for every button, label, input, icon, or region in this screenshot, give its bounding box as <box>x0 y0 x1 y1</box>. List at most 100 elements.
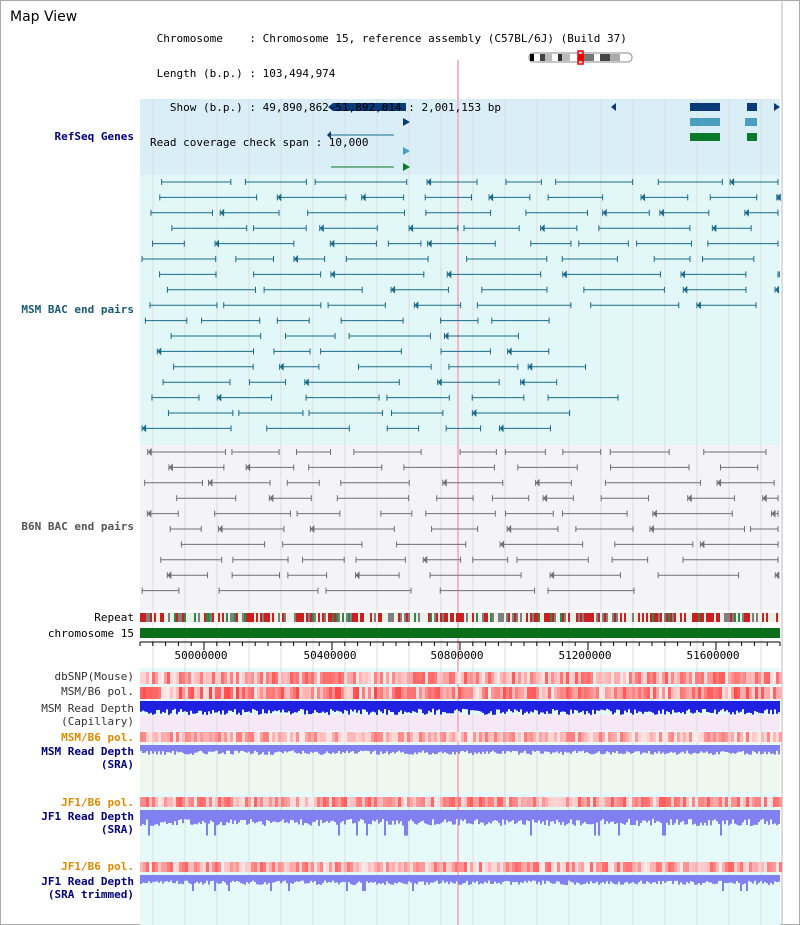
read-depth-bar <box>576 745 578 754</box>
polymorphism-cell <box>446 797 449 807</box>
msm-bac-arrow <box>712 224 717 233</box>
read-depth-bar <box>166 810 168 825</box>
track-label-msm-b6-pol-2[interactable]: MSM/B6 pol. <box>61 731 134 744</box>
read-depth-bar <box>608 701 610 710</box>
read-depth-bar <box>496 745 498 754</box>
track-label-repeat[interactable]: Repeat <box>94 611 134 624</box>
polymorphism-cell <box>755 687 758 699</box>
msm-bac-arrow <box>279 362 284 371</box>
read-depth-bar <box>706 701 708 712</box>
track-label-msm-depth-sra[interactable]: MSM Read Depth <box>41 745 134 758</box>
read-depth-bar <box>676 745 678 755</box>
read-depth-bar <box>764 745 766 752</box>
read-depth-bar <box>252 745 254 754</box>
read-depth-bar <box>256 745 258 753</box>
read-depth-bar <box>226 745 228 751</box>
track-label-msm-bac[interactable]: MSM BAC end pairs <box>21 303 134 316</box>
read-depth-bar <box>264 701 266 714</box>
polymorphism-cell <box>611 672 614 684</box>
polymorphism-cell <box>299 687 302 699</box>
polymorphism-cell <box>653 672 656 684</box>
read-depth-bar <box>306 701 308 711</box>
repeat-segment <box>576 613 578 622</box>
polymorphism-cell <box>194 862 197 872</box>
polymorphism-cell <box>563 862 566 872</box>
track-label-jf1-depth-trimmed[interactable]: JF1 Read Depth <box>41 875 134 888</box>
read-depth-bar <box>348 810 350 820</box>
polymorphism-cell <box>545 862 548 872</box>
polymorphism-cell <box>344 687 347 699</box>
read-depth-bar <box>594 745 596 754</box>
repeat-segment <box>406 613 408 622</box>
polymorphism-cell <box>476 687 479 699</box>
polymorphism-cell <box>485 672 488 684</box>
read-depth-bar <box>524 745 526 751</box>
track-label-refseq[interactable]: RefSeq Genes <box>54 130 134 143</box>
read-depth-bar <box>200 875 202 883</box>
read-depth-bar <box>280 875 282 884</box>
polymorphism-cell <box>629 672 632 684</box>
repeat-segment <box>550 613 552 622</box>
read-depth-bar <box>708 875 710 883</box>
repeat-segment <box>720 613 722 622</box>
read-depth-bar <box>318 810 320 826</box>
read-depth-bar <box>400 810 402 822</box>
polymorphism-cell <box>503 687 506 699</box>
track-label-chromosome[interactable]: chromosome 15 <box>47 627 134 640</box>
track-label-b6n-bac[interactable]: B6N BAC end pairs <box>21 520 134 533</box>
polymorphism-cell <box>455 672 458 684</box>
track-label-jf1-pol-2[interactable]: JF1/B6 pol. <box>61 860 134 873</box>
track-label-msm-depth-capillary[interactable]: MSM Read Depth <box>41 702 134 715</box>
read-depth-bar <box>192 875 194 891</box>
read-depth-bar <box>454 701 456 711</box>
polymorphism-cell <box>722 732 725 742</box>
read-depth-bar <box>434 810 436 825</box>
read-depth-bar <box>328 810 330 823</box>
polymorphism-cell <box>197 672 200 684</box>
polymorphism-cell <box>209 797 212 807</box>
polymorphism-cell <box>413 672 416 684</box>
polymorphism-cell <box>587 797 590 807</box>
polymorphism-cell <box>392 672 395 684</box>
track-label-dbsnp[interactable]: dbSNP(Mouse) <box>54 670 134 683</box>
read-depth-bar <box>750 810 752 826</box>
read-depth-bar <box>472 875 474 882</box>
repeat-segment <box>506 613 508 622</box>
read-depth-bar <box>672 810 674 826</box>
gene-arrow <box>774 103 780 111</box>
polymorphism-cell <box>749 672 752 684</box>
repeat-segment <box>618 613 620 622</box>
read-depth-bar <box>246 875 248 883</box>
polymorphism-cell <box>707 862 710 872</box>
polymorphism-cell <box>542 732 545 742</box>
polymorphism-cell <box>626 862 629 872</box>
polymorphism-cell <box>416 672 419 684</box>
read-depth-bar <box>466 745 468 751</box>
read-depth-bar <box>730 701 732 715</box>
read-depth-bar <box>436 701 438 711</box>
polymorphism-cell <box>611 862 614 872</box>
track-label-jf1-depth-sra[interactable]: JF1 Read Depth <box>41 810 134 823</box>
polymorphism-cell <box>635 732 638 742</box>
b6n-bac-arrow <box>700 540 705 549</box>
read-depth-bar <box>444 745 446 753</box>
polymorphism-cell <box>548 687 551 699</box>
polymorphism-cell <box>293 687 296 699</box>
read-depth-bar <box>264 875 266 882</box>
read-depth-bar <box>240 875 242 884</box>
read-depth-bar <box>268 745 270 752</box>
read-depth-bar <box>236 745 238 751</box>
polymorphism-cell <box>314 732 317 742</box>
track-label-msm-b6-pol[interactable]: MSM/B6 pol. <box>61 685 134 698</box>
polymorphism-cell <box>164 732 167 742</box>
read-depth-bar <box>616 875 618 885</box>
read-depth-bar <box>378 875 380 884</box>
read-depth-bar <box>430 810 432 826</box>
polymorphism-cell <box>407 797 410 807</box>
track-label-jf1-pol[interactable]: JF1/B6 pol. <box>61 796 134 809</box>
read-depth-bar <box>214 701 216 713</box>
polymorphism-cell <box>458 862 461 872</box>
read-depth-bar <box>548 875 550 882</box>
read-depth-bar <box>594 810 596 836</box>
polymorphism-cell <box>356 797 359 807</box>
